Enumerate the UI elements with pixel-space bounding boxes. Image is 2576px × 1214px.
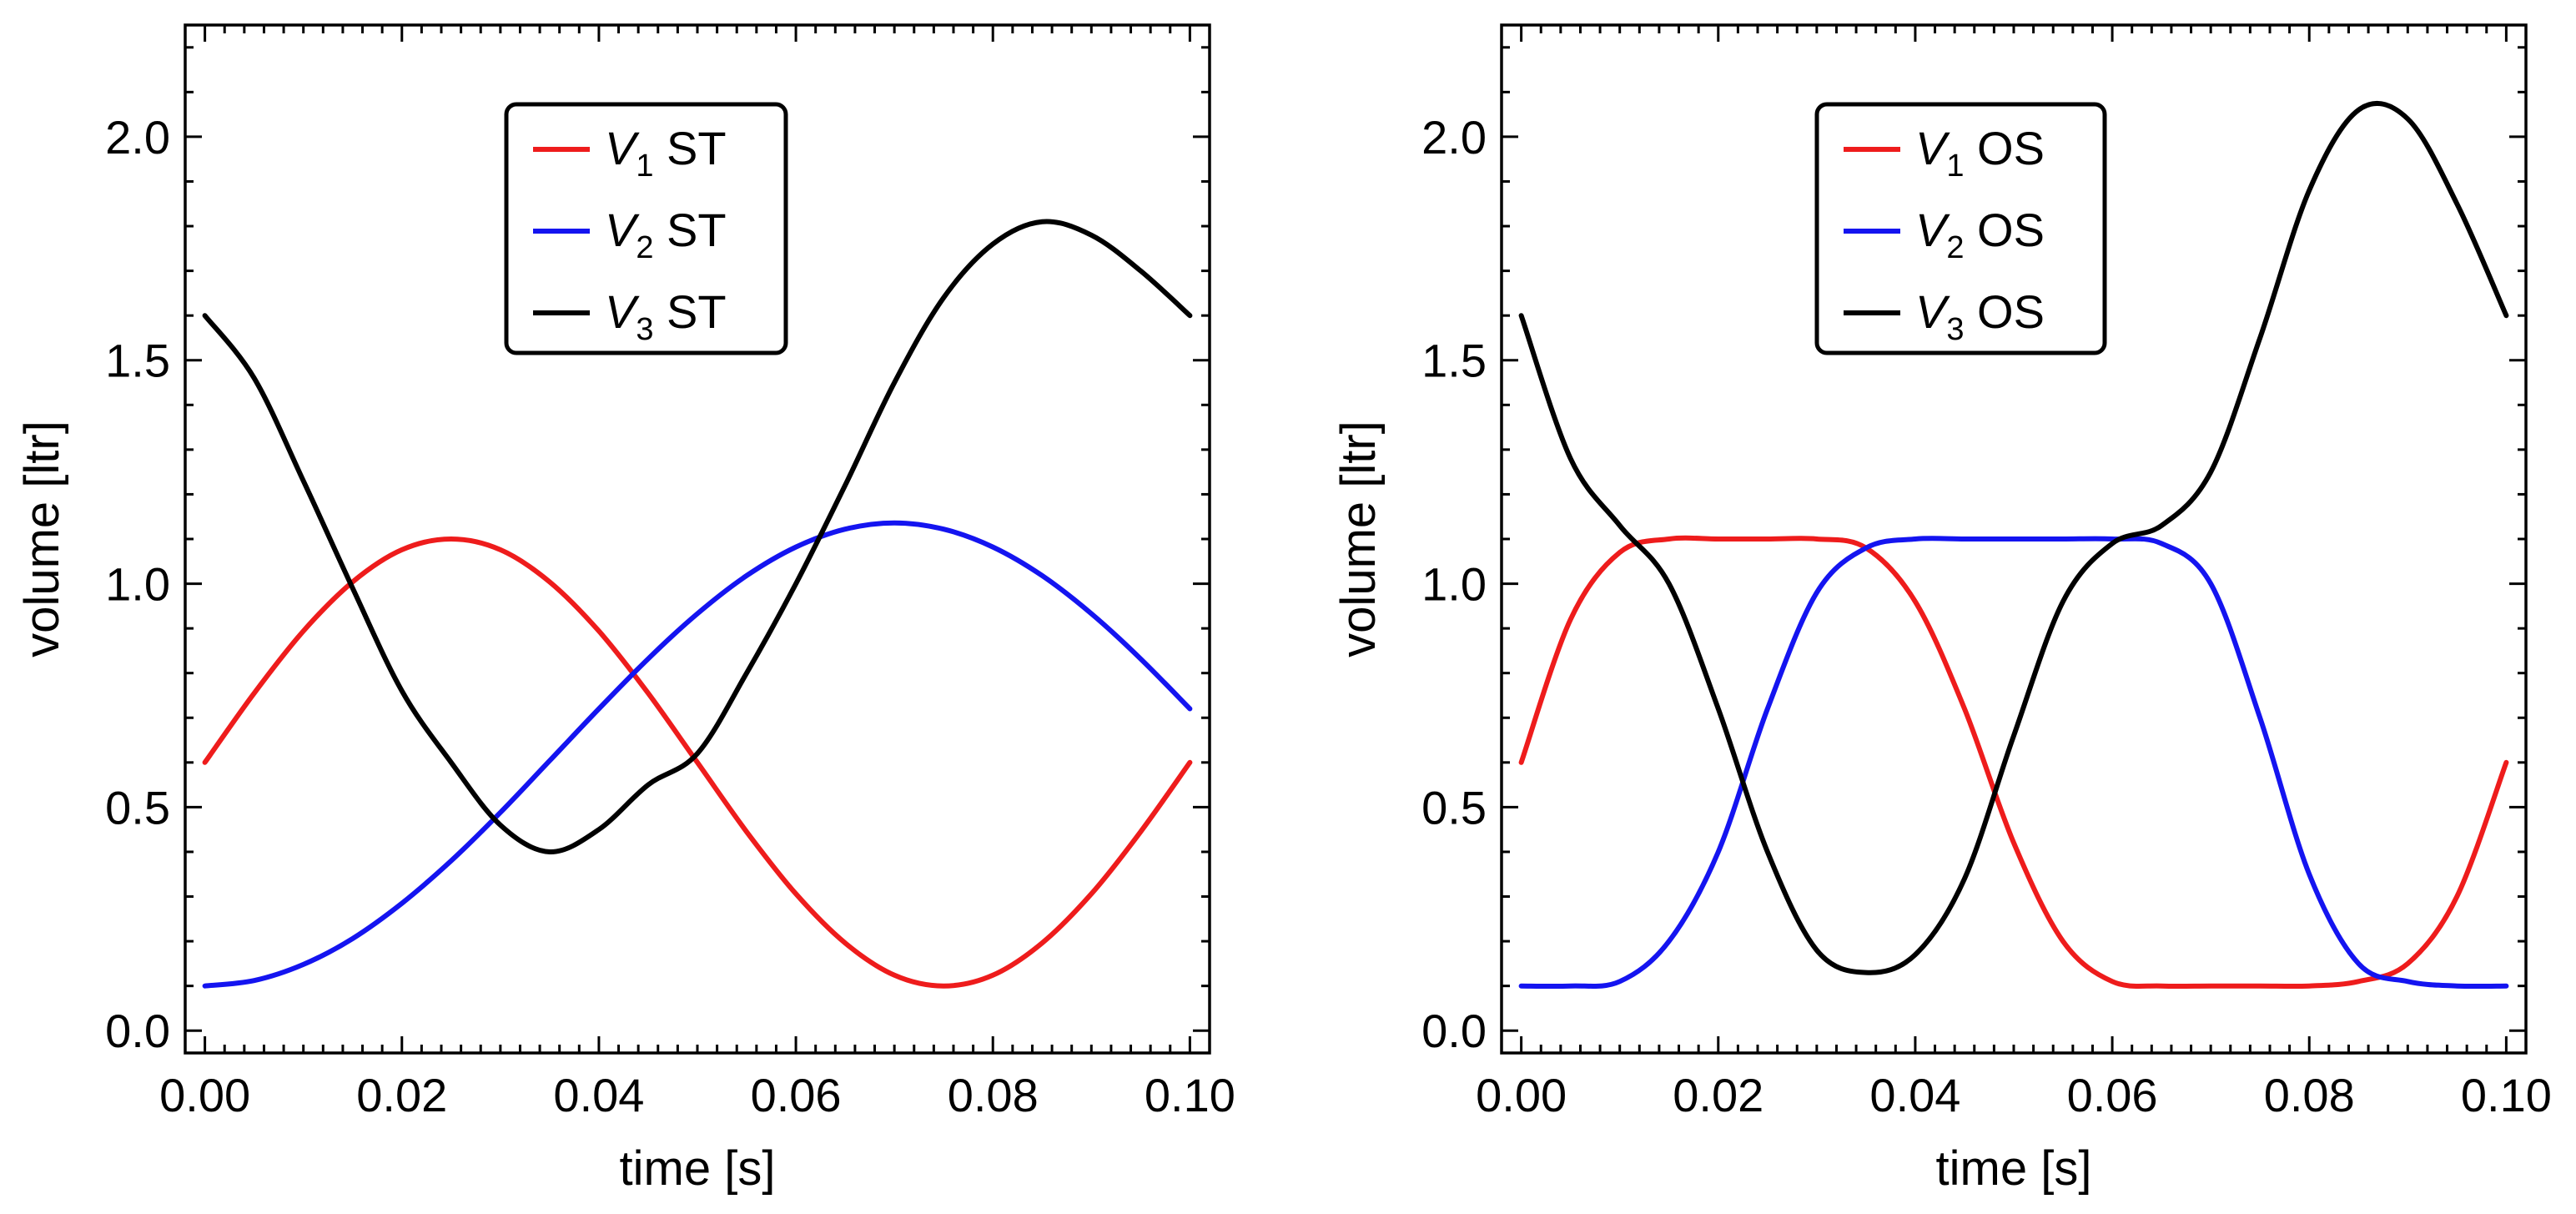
series-line-v2 [202, 520, 1193, 989]
y-tick-label: 0.0 [1421, 1005, 1487, 1057]
legend-entry-v2: V2 ST [605, 204, 727, 265]
legend-entry-v1: V1 OS [1915, 122, 2045, 184]
x-tick-label: 0.00 [159, 1069, 250, 1121]
x-tick-label: 0.02 [1673, 1069, 1763, 1121]
legend-subscript: 3 [1946, 312, 1964, 347]
x-tick-label: 0.10 [2461, 1069, 2552, 1121]
y-tick-label: 2.0 [1421, 111, 1487, 164]
x-tick-label: 0.00 [1476, 1069, 1567, 1121]
legend-entry-v2: V2 OS [1915, 204, 2045, 265]
y-tick-label: 0.5 [1421, 781, 1487, 834]
legend-subscript: 1 [636, 149, 653, 184]
x-tick-label: 0.02 [356, 1069, 447, 1121]
x-tick-label: 0.04 [553, 1069, 644, 1121]
y-tick-label: 0.5 [105, 781, 170, 834]
legend-subscript: 2 [1946, 230, 1964, 265]
series-group [202, 219, 1193, 989]
chart-panel-os: 0.00 0.02 0.04 0.06 0.08 0.10 0.0 0.5 1.0 1.5 2.0 t… [1331, 23, 2552, 1196]
x-tick-label: 0.10 [1145, 1069, 1235, 1121]
y-tick-label: 1.5 [105, 335, 170, 387]
x-tick-label: 0.04 [1869, 1069, 1960, 1121]
legend-entry-v3: V3 OS [1915, 285, 2045, 347]
y-tick-label: 0.0 [105, 1005, 170, 1057]
y-tick-label: 1.0 [105, 558, 170, 611]
series-group [1518, 101, 2509, 990]
legend-suffix: OS [1965, 204, 2045, 256]
y-axis-label: volume [ltr] [1331, 421, 1386, 657]
series-line-v3 [202, 219, 1193, 854]
legend-suffix: OS [1965, 122, 2045, 174]
series-line-v2 [1518, 536, 2509, 990]
legend-subscript: 2 [636, 230, 653, 265]
x-tick-label: 0.08 [2264, 1069, 2355, 1121]
legend-subscript: 1 [1946, 149, 1964, 184]
legend-box [1814, 102, 2107, 355]
x-tick-label: 0.08 [948, 1069, 1039, 1121]
legend-suffix: OS [1965, 285, 2045, 338]
legend-symbol: V [605, 122, 640, 174]
legend-symbol: V [1915, 204, 1950, 256]
legend-suffix: ST [654, 285, 727, 338]
legend-subscript: 3 [636, 312, 653, 347]
y-tick-label: 1.5 [1421, 335, 1487, 387]
series-line-v3 [1518, 101, 2509, 975]
chart-panel-st: 0.00 0.02 0.04 0.06 0.08 0.10 0.0 0.5 1.0 1.5 2.0 t… [15, 23, 1235, 1196]
legend-entry-v3: V3 ST [605, 285, 727, 347]
y-axis-label: volume [ltr] [15, 421, 69, 657]
legend-suffix: ST [654, 122, 727, 174]
legend-symbol: V [605, 204, 640, 256]
legend-box [504, 102, 788, 355]
series-line-v1 [202, 536, 1193, 989]
series-line-v1 [1518, 535, 2509, 990]
x-axis-label: time [s] [1936, 1141, 2092, 1196]
legend-suffix: ST [654, 204, 727, 256]
x-axis-label: time [s] [620, 1141, 776, 1196]
x-tick-label: 0.06 [2067, 1069, 2158, 1121]
x-tick-label: 0.06 [751, 1069, 842, 1121]
y-tick-label: 1.0 [1421, 558, 1487, 611]
legend-symbol: V [1915, 285, 1950, 338]
y-tick-label: 2.0 [105, 111, 170, 164]
legend-symbol: V [1915, 122, 1950, 174]
legend-entry-v1: V1 ST [605, 122, 727, 184]
legend-symbol: V [605, 285, 640, 338]
